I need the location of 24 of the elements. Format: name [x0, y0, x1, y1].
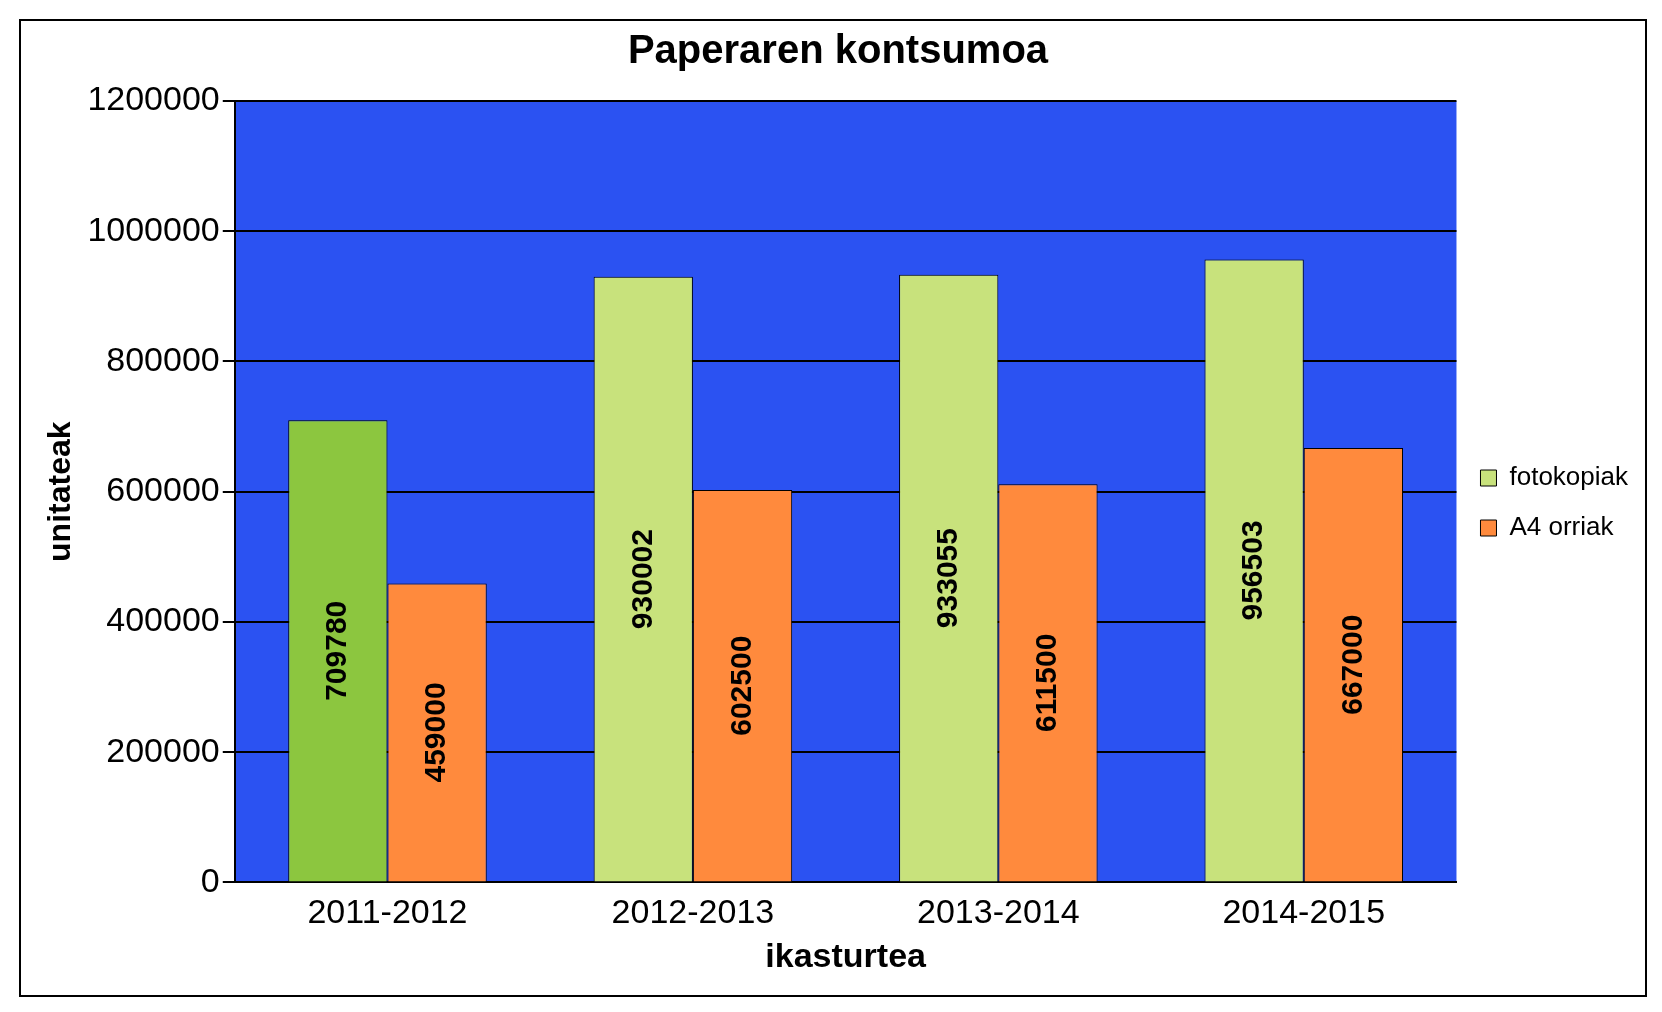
y-tick-label: 1000000 — [87, 209, 220, 248]
data-label: 667000 — [1334, 614, 1368, 715]
x-tick-label: 2011-2012 — [307, 892, 468, 931]
legend-label: A4 orriak — [1509, 511, 1615, 542]
y-tick-label: 0 — [200, 860, 220, 899]
y-axis-title: unitateak — [41, 421, 78, 562]
y-tick-label: 800000 — [106, 339, 220, 378]
y-tick-label: 400000 — [106, 600, 220, 639]
data-label: 611500 — [1029, 633, 1063, 733]
data-label: 459000 — [418, 682, 452, 783]
x-axis-title: ikasturtea — [765, 935, 928, 974]
data-label: 709780 — [319, 600, 353, 701]
x-tick-label: 2014-2015 — [1222, 892, 1386, 931]
y-tick-label: 600000 — [106, 470, 220, 509]
y-tick-label: 1200000 — [87, 79, 220, 118]
x-tick-label: 2012-2013 — [611, 892, 775, 931]
data-label: 956503 — [1235, 520, 1269, 621]
x-tick-label: 2013-2014 — [917, 892, 1080, 931]
data-label: 933055 — [929, 528, 963, 629]
y-tick-label: 200000 — [106, 730, 220, 769]
data-label: 602500 — [723, 635, 757, 736]
data-label: 930002 — [624, 529, 658, 630]
chart-title: Paperaren kontsumoa — [627, 27, 1049, 72]
legend-label: fotokopiak — [1509, 461, 1629, 492]
